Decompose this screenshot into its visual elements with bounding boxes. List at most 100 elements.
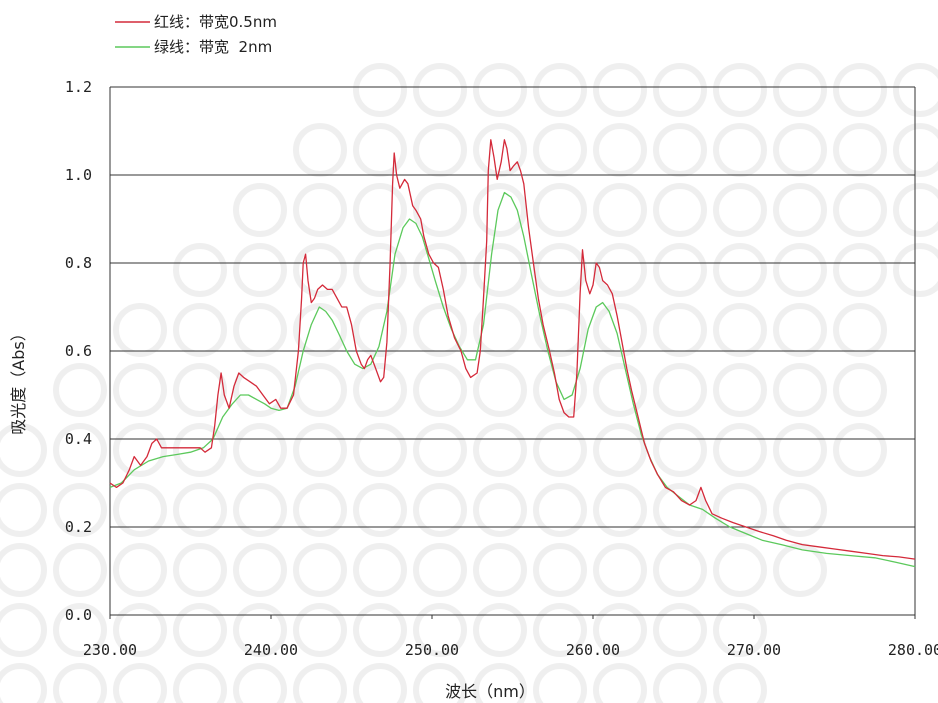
watermark-ring [113, 303, 167, 357]
watermark-ring [833, 423, 887, 477]
watermark-ring [893, 243, 938, 297]
watermark-ring [653, 123, 707, 177]
watermark-ring [473, 663, 527, 703]
watermark-ring [593, 123, 647, 177]
watermark-ring [413, 543, 467, 597]
watermark-ring [773, 303, 827, 357]
watermark-ring [113, 483, 167, 537]
x-tick-label: 230.00 [83, 641, 137, 659]
watermark-ring [233, 183, 287, 237]
watermark-ring [653, 543, 707, 597]
watermark-ring [533, 483, 587, 537]
watermark-ring [353, 123, 407, 177]
watermark-ring [53, 363, 107, 417]
watermark-ring [293, 423, 347, 477]
watermark-ring [113, 663, 167, 703]
watermark-ring [773, 543, 827, 597]
watermark-ring [593, 63, 647, 117]
x-tick-label: 270.00 [727, 641, 781, 659]
watermark-ring [53, 603, 107, 657]
watermark-ring [593, 243, 647, 297]
watermark-ring [413, 243, 467, 297]
watermark-ring [893, 123, 938, 177]
watermark-ring [233, 363, 287, 417]
watermark-ring [293, 183, 347, 237]
x-tick-label: 260.00 [566, 641, 620, 659]
watermark-ring [413, 483, 467, 537]
watermark-ring [893, 63, 938, 117]
watermark-ring [0, 663, 47, 703]
watermark-ring [593, 423, 647, 477]
watermark-ring [473, 63, 527, 117]
x-tick-label: 250.00 [405, 641, 459, 659]
watermark-ring [473, 243, 527, 297]
watermark-ring [713, 603, 767, 657]
watermark-ring [233, 543, 287, 597]
watermark-ring [713, 363, 767, 417]
watermark-ring [113, 543, 167, 597]
watermark-ring [473, 543, 527, 597]
watermark-ring [533, 363, 587, 417]
watermark-ring [353, 303, 407, 357]
watermark-ring [413, 303, 467, 357]
tick-labels: 0.0 0.2 0.4 0.6 0.8 1.0 1.2 230.00 240.00 250.00 2… [65, 78, 938, 659]
legend-label-red: 红线：带宽0.5nm [154, 13, 277, 31]
watermark-ring [293, 603, 347, 657]
watermark-ring [113, 363, 167, 417]
watermark-ring [53, 483, 107, 537]
watermark-ring [593, 483, 647, 537]
watermark-ring [533, 123, 587, 177]
watermark-ring [413, 363, 467, 417]
watermark-ring [833, 123, 887, 177]
watermark-ring [713, 183, 767, 237]
watermark-ring [773, 363, 827, 417]
watermark-ring [593, 663, 647, 703]
watermark-ring [353, 543, 407, 597]
watermark-ring [653, 603, 707, 657]
watermark-ring [533, 183, 587, 237]
watermark-ring [113, 603, 167, 657]
watermark-ring [293, 543, 347, 597]
watermark-ring [653, 363, 707, 417]
watermark-ring [533, 543, 587, 597]
watermark-ring [173, 423, 227, 477]
watermark-ring [413, 183, 467, 237]
watermark-ring [413, 63, 467, 117]
x-tick-label: 280.00 [888, 641, 938, 659]
watermark-ring [53, 543, 107, 597]
watermark-ring [533, 243, 587, 297]
watermark-ring [173, 543, 227, 597]
watermark-ring [233, 483, 287, 537]
watermark-ring [713, 63, 767, 117]
watermark-ring [293, 303, 347, 357]
watermark-ring [0, 423, 47, 477]
watermark-ring [53, 423, 107, 477]
watermark-ring [713, 663, 767, 703]
watermark-ring [893, 183, 938, 237]
watermark-ring [473, 483, 527, 537]
watermark-ring [773, 183, 827, 237]
watermark-ring [533, 423, 587, 477]
x-tick-label: 240.00 [244, 641, 298, 659]
watermark-ring [653, 423, 707, 477]
watermark-ring [773, 423, 827, 477]
watermark-ring [173, 483, 227, 537]
watermark-ring [0, 483, 47, 537]
watermark-ring [233, 243, 287, 297]
watermark-ring [233, 663, 287, 703]
watermark-ring [353, 363, 407, 417]
series-group [109, 139, 916, 568]
watermark-ring [173, 663, 227, 703]
watermark-ring [293, 363, 347, 417]
watermark-ring [473, 183, 527, 237]
y-tick-label: 0.2 [65, 518, 92, 536]
watermark-ring [413, 663, 467, 703]
watermark-ring [713, 423, 767, 477]
watermark-ring [173, 303, 227, 357]
y-tick-label: 0.0 [65, 606, 92, 624]
watermark-ring [653, 63, 707, 117]
watermark-ring [413, 123, 467, 177]
watermark-ring [653, 183, 707, 237]
watermark-ring [713, 123, 767, 177]
